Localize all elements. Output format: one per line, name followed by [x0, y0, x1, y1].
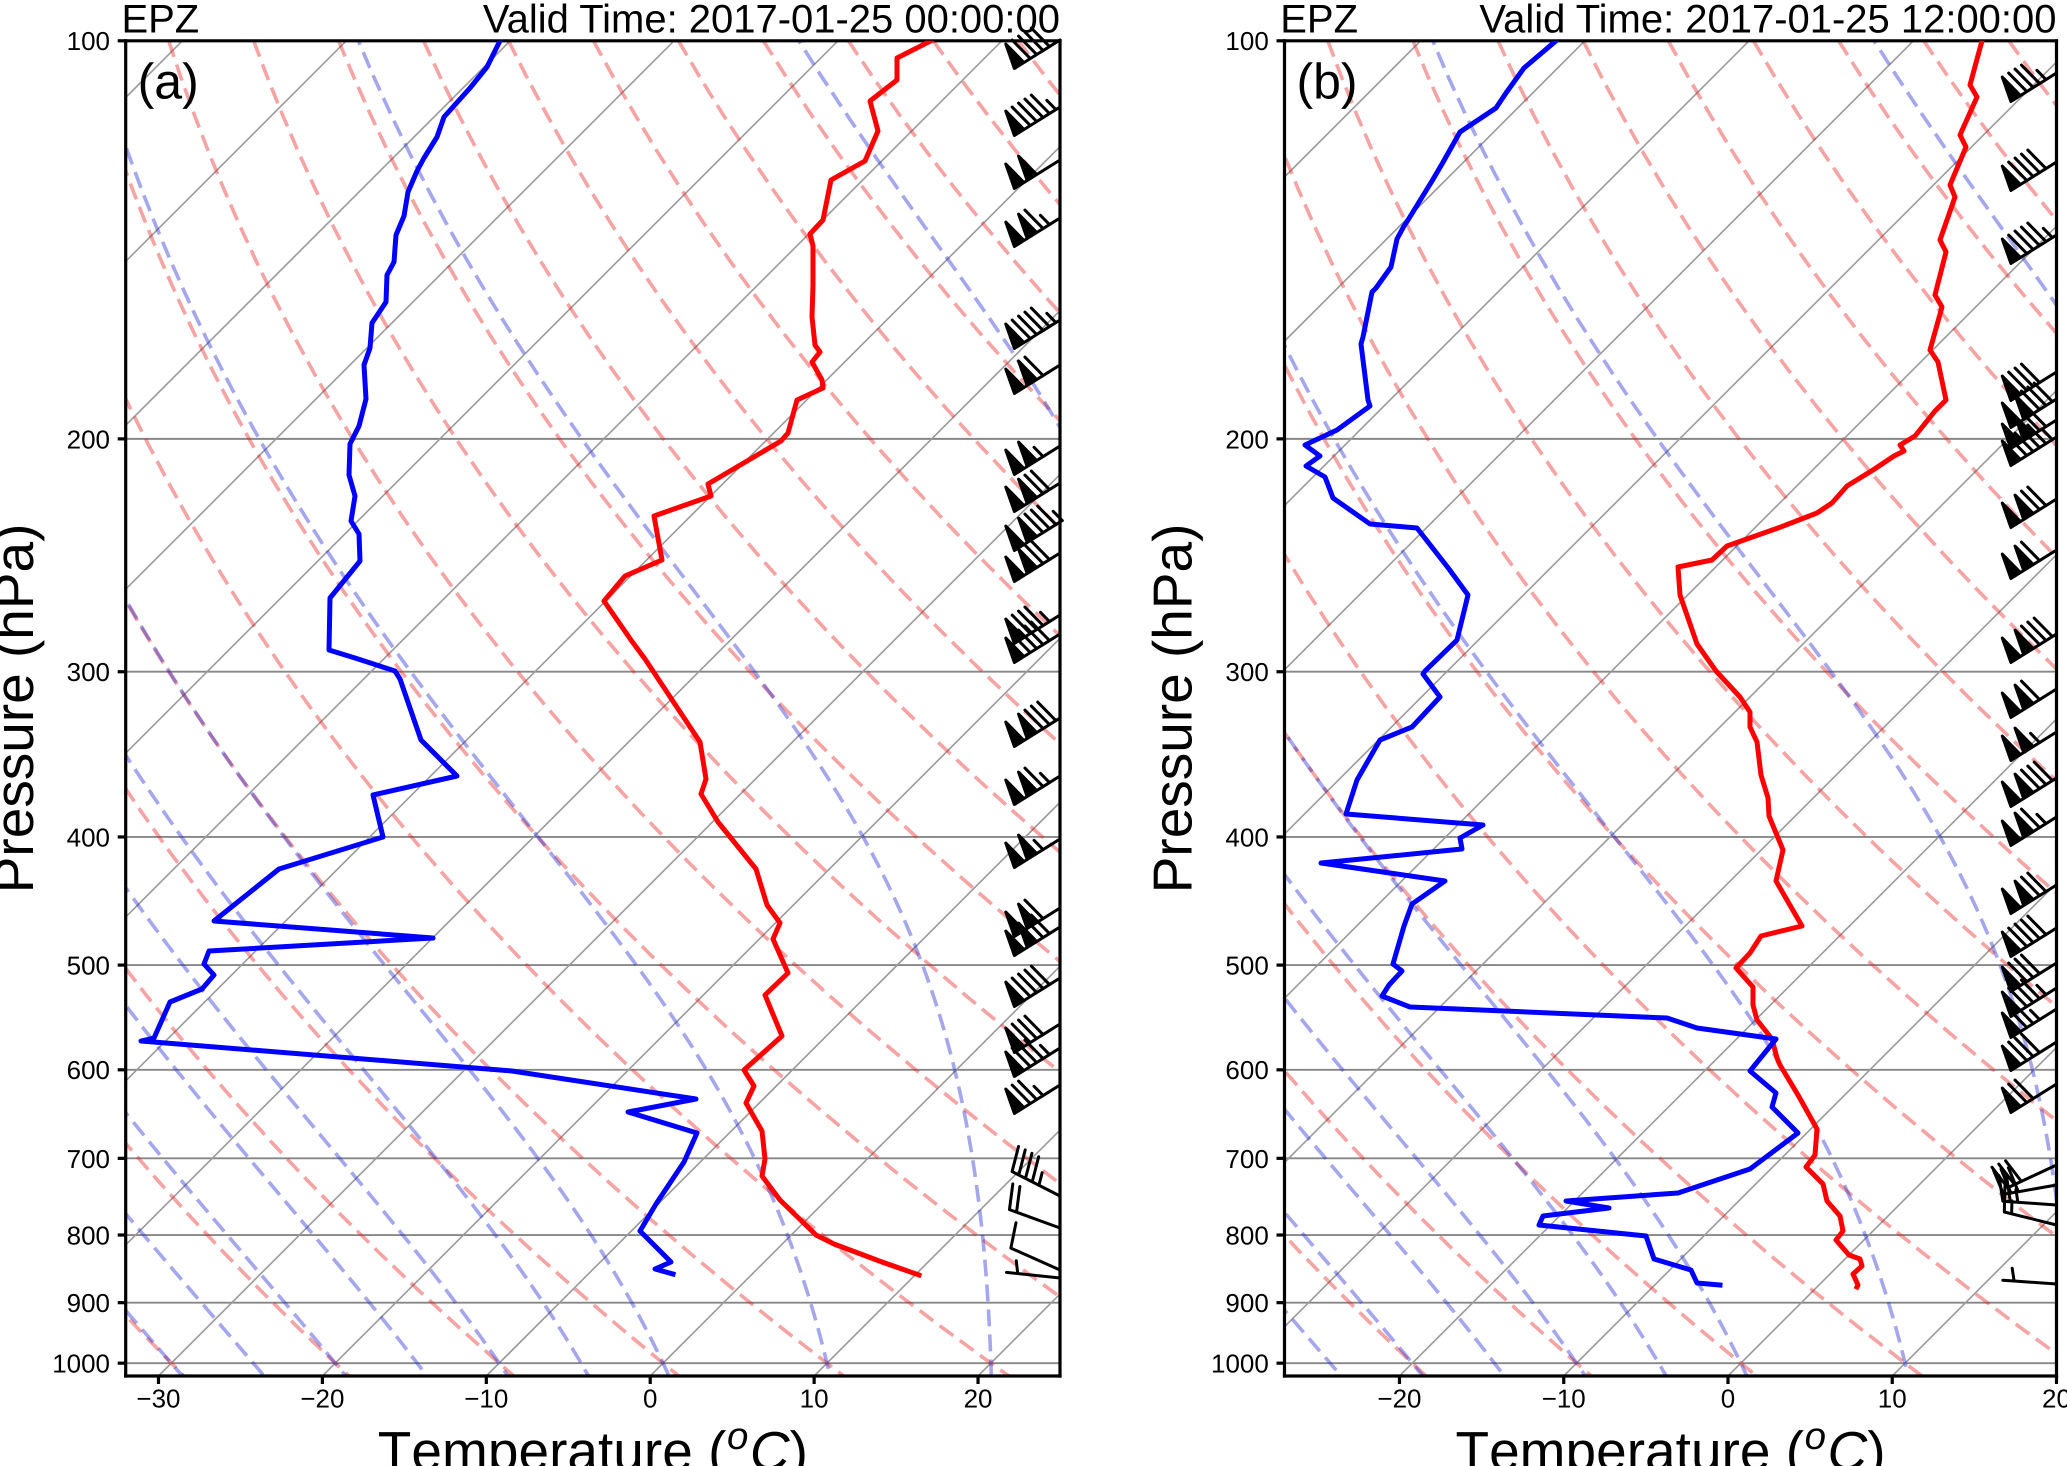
svg-text:800: 800: [67, 1221, 110, 1250]
svg-text:−10: −10: [464, 1384, 508, 1413]
svg-text:10: 10: [1878, 1384, 1907, 1413]
svg-text:0: 0: [1721, 1384, 1735, 1413]
svg-text:−10: −10: [1542, 1384, 1586, 1413]
svg-text:10: 10: [800, 1384, 829, 1413]
svg-text:700: 700: [1225, 1144, 1268, 1173]
svg-text:Pressure (hPa): Pressure (hPa): [1143, 524, 1204, 894]
svg-text:500: 500: [67, 951, 110, 980]
svg-text:700: 700: [67, 1144, 110, 1173]
svg-text:600: 600: [1225, 1056, 1268, 1085]
svg-text:Valid Time: 2017-01-25 12:00:0: Valid Time: 2017-01-25 12:00:00: [1479, 0, 2056, 42]
svg-text:EPZ: EPZ: [1280, 0, 1358, 42]
svg-text:300: 300: [67, 658, 110, 687]
svg-text:Pressure (hPa): Pressure (hPa): [0, 524, 45, 894]
svg-text:−30: −30: [136, 1384, 180, 1413]
svg-text:0: 0: [643, 1384, 657, 1413]
svg-text:20: 20: [964, 1384, 993, 1413]
svg-text:500: 500: [1225, 951, 1268, 980]
svg-text:EPZ: EPZ: [121, 0, 199, 42]
svg-text:400: 400: [67, 823, 110, 852]
svg-text:800: 800: [1225, 1221, 1268, 1250]
svg-text:400: 400: [1225, 823, 1268, 852]
svg-text:600: 600: [67, 1056, 110, 1085]
svg-text:T e m p: T e m p e r a t u r e ( ) o C: [378, 1415, 814, 1466]
svg-text:(b): (b): [1296, 53, 1357, 110]
svg-text:−20: −20: [300, 1384, 344, 1413]
svg-text:200: 200: [1225, 425, 1268, 454]
svg-text:100: 100: [67, 27, 110, 56]
svg-text:300: 300: [1225, 658, 1268, 687]
svg-text:20: 20: [2042, 1384, 2067, 1413]
svg-text:−20: −20: [1377, 1384, 1421, 1413]
svg-text:Valid Time: 2017-01-25 00:00:0: Valid Time: 2017-01-25 00:00:00: [483, 0, 1060, 42]
svg-text:200: 200: [67, 425, 110, 454]
svg-text:100: 100: [1225, 27, 1268, 56]
svg-text:1000: 1000: [52, 1349, 110, 1378]
svg-text:T e m p: T e m p e r a t u r e ( ) o C: [1455, 1415, 1891, 1466]
svg-text:900: 900: [67, 1288, 110, 1317]
svg-text:1000: 1000: [1211, 1349, 1269, 1378]
svg-text:900: 900: [1225, 1288, 1268, 1317]
svg-text:(a): (a): [138, 53, 199, 110]
